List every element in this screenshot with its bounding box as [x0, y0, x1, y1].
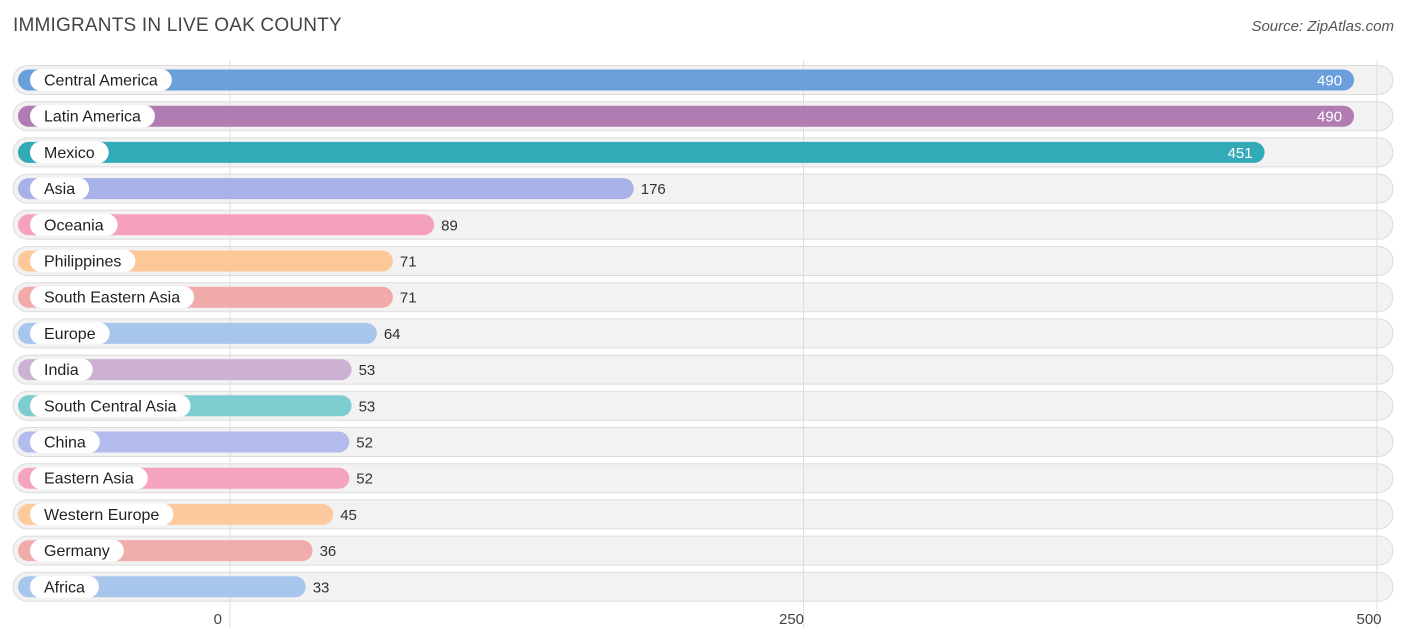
- category-label-pill: [30, 105, 155, 128]
- bar-track: [12, 390, 1394, 421]
- category-label-pill: [30, 250, 136, 272]
- value-label: 33: [313, 579, 330, 596]
- category-label-pill: [30, 141, 109, 164]
- bar: [18, 141, 1265, 163]
- bar-row: South Eastern Asia 71: [18, 286, 417, 309]
- value-label: 45: [340, 507, 357, 524]
- x-axis-ticks: 0 250 500: [214, 611, 1382, 628]
- bar-row: Europe 64: [18, 322, 401, 345]
- bar-track: [12, 499, 1394, 530]
- value-label: 64: [384, 326, 401, 343]
- category-label: Africa: [44, 579, 85, 596]
- bar: [18, 214, 435, 236]
- category-label: Philippines: [44, 254, 121, 271]
- value-label: 52: [356, 435, 373, 452]
- value-label: 71: [400, 254, 417, 271]
- category-label: Germany: [44, 543, 110, 560]
- category-label-pill: [30, 177, 90, 200]
- category-label-pill: [30, 213, 118, 236]
- category-label: South Eastern Asia: [44, 290, 180, 307]
- category-label-pill: [30, 539, 124, 562]
- category-label: Eastern Asia: [44, 471, 134, 488]
- bar-row: Asia 176: [18, 177, 666, 200]
- category-label: Central America: [44, 73, 158, 90]
- bar-row: Eastern Asia 52: [18, 467, 373, 490]
- bar-row: Germany 36: [18, 539, 337, 562]
- category-label: India: [44, 362, 79, 379]
- category-label: Mexico: [44, 145, 95, 162]
- value-label: 176: [641, 181, 666, 198]
- value-label: 89: [441, 217, 458, 234]
- category-label-pill: [30, 431, 100, 453]
- category-label-pill: [30, 358, 93, 381]
- value-label: 490: [1317, 73, 1342, 90]
- bar-row: Philippines 71: [18, 250, 417, 272]
- category-label-pill: [30, 69, 172, 91]
- category-label-pill: [30, 575, 99, 598]
- category-label-pill: [30, 286, 195, 309]
- bar-row: Western Europe 45: [18, 503, 357, 526]
- category-label-pill: [30, 503, 174, 526]
- bar-row: Africa 33: [18, 575, 330, 598]
- bar: [18, 105, 1355, 127]
- value-label: 36: [320, 543, 337, 560]
- category-label: China: [44, 435, 86, 452]
- category-label-pill: [30, 394, 191, 417]
- value-label: 53: [359, 398, 376, 415]
- bars: Central America 490 Latin America 490 Mexico…: [18, 69, 1355, 598]
- category-label-pill: [30, 467, 148, 490]
- value-label: 71: [400, 290, 417, 307]
- bar-row: South Central Asia 53: [18, 394, 376, 417]
- value-label: 52: [356, 471, 373, 488]
- bar-track: [12, 571, 1394, 602]
- tick-label: 250: [779, 611, 804, 628]
- bar: [18, 431, 350, 453]
- category-label-pill: [30, 322, 110, 345]
- tick-label: 0: [214, 611, 222, 628]
- bar-row: Oceania 89: [18, 213, 458, 236]
- bar-row: India 53: [18, 358, 376, 381]
- bar-track: [12, 535, 1394, 566]
- category-label: Latin America: [44, 109, 141, 126]
- bar-row: Central America 490: [18, 69, 1355, 91]
- bar-track: [12, 354, 1394, 385]
- value-label: 490: [1317, 109, 1342, 126]
- source-note: Source: ZipAtlas.com: [1251, 18, 1394, 35]
- category-label: Asia: [44, 181, 75, 198]
- bar: [18, 69, 1355, 91]
- bar: [18, 178, 634, 200]
- category-label: South Central Asia: [44, 398, 177, 415]
- category-label: Western Europe: [44, 507, 159, 524]
- chart-title: IMMIGRANTS IN LIVE OAK COUNTY: [13, 15, 342, 36]
- value-label: 53: [359, 362, 376, 379]
- bar-track: [12, 427, 1394, 457]
- bar-row: Latin America 490: [18, 105, 1355, 128]
- value-label: 451: [1228, 145, 1253, 162]
- category-label: Europe: [44, 326, 96, 343]
- tick-label: 500: [1356, 611, 1381, 628]
- bar-track: [12, 463, 1394, 494]
- bar-row: Mexico 451: [18, 141, 1265, 164]
- bar: [18, 359, 352, 381]
- category-label: Oceania: [44, 217, 104, 234]
- bar-row: China 52: [18, 431, 373, 453]
